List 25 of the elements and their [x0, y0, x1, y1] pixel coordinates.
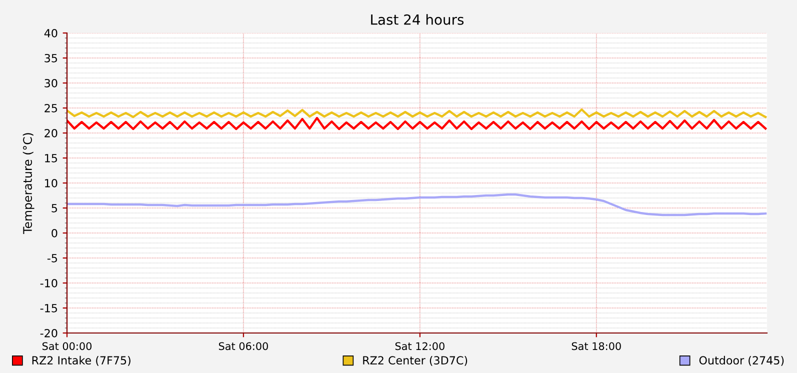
y-tick-label: 15	[45, 154, 57, 162]
y-tick-label: 10	[45, 178, 58, 188]
line-series	[67, 108, 767, 118]
y-tick-label: 0	[52, 228, 58, 238]
x-tick-label: Sat 06:00	[218, 342, 268, 350]
x-tick-label: Sat 18:00	[572, 342, 621, 350]
y-tick-label: -10	[40, 278, 58, 288]
x-tick-label: Sat 12:00	[395, 342, 444, 350]
y-tick-label: 25	[44, 104, 57, 112]
y-tick-label: -15	[40, 304, 57, 312]
y-tick-label: -20	[40, 328, 58, 338]
legend-label: RZ2 Center (3D7C)	[363, 356, 468, 366]
y-axis-title: Temperature (°C)	[22, 133, 34, 234]
line-series	[67, 193, 767, 216]
y-tick-label: 40	[44, 28, 58, 38]
legend-label: Outdoor (2745)	[699, 356, 784, 366]
line-series	[67, 116, 767, 130]
y-tick-label: 30	[44, 78, 58, 88]
x-tick-label: Sat 00:00	[42, 342, 92, 350]
y-tick-label: 5	[52, 204, 57, 212]
y-tick-label: -5	[47, 254, 57, 262]
chart-title: Last 24 hours	[371, 14, 464, 25]
y-tick-label: 35	[44, 54, 57, 62]
legend-label: RZ2 Intake (7F75)	[32, 356, 130, 366]
y-tick-label: 20	[44, 128, 58, 138]
